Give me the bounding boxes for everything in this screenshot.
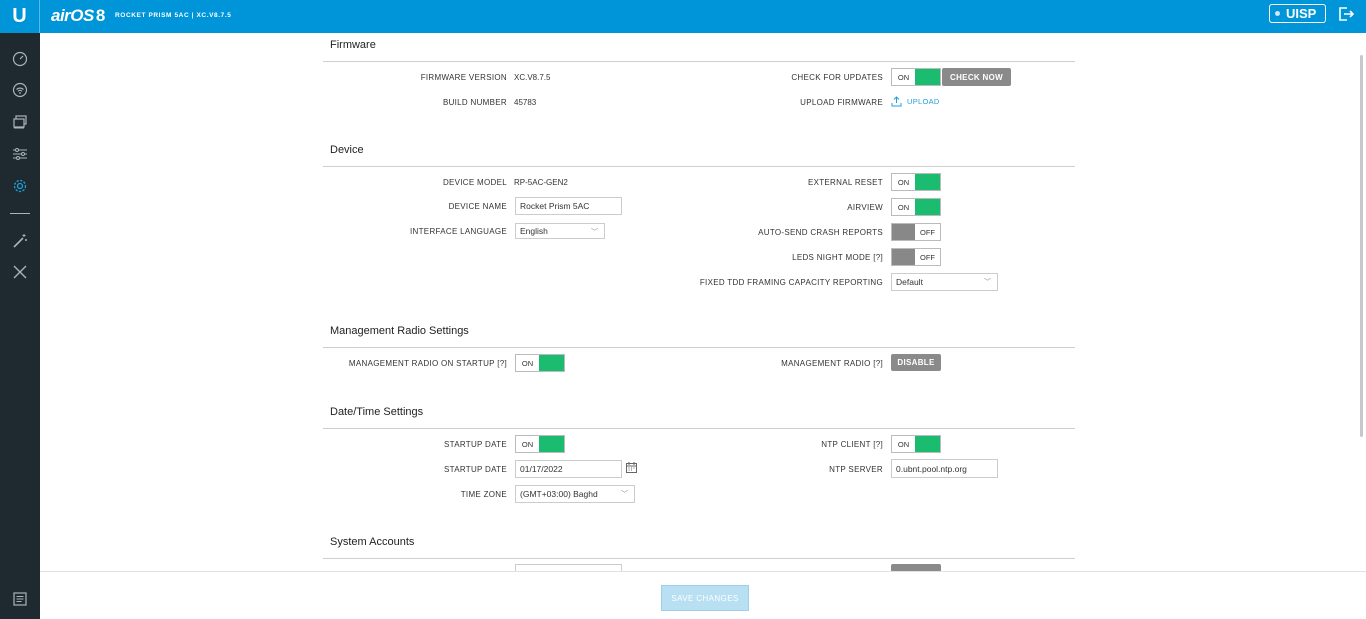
disable-management-radio-button[interactable]: DISABLE (891, 354, 941, 371)
wand-icon[interactable] (10, 231, 30, 251)
ntp-client-label: NTP CLIENT [?] (821, 440, 883, 449)
section-title-device: Device (330, 144, 364, 156)
time-zone-select[interactable]: (GMT+03:00) Baghd ﹀ (515, 485, 635, 503)
section-divider (323, 347, 1075, 348)
section-divider (323, 61, 1075, 62)
save-changes-button[interactable]: SAVE CHANGES (661, 585, 749, 611)
scrollbar[interactable] (1360, 55, 1363, 437)
time-zone-label: TIME ZONE (460, 490, 507, 499)
external-reset-label: EXTERNAL RESET (807, 178, 883, 187)
airos-logo: airOS 8 (51, 6, 105, 26)
section-title-firmware: Firmware (330, 39, 376, 51)
device-name-input[interactable]: Rocket Prism 5AC (515, 197, 622, 215)
interface-language-select[interactable]: English ﹀ (515, 223, 605, 239)
device-model-label: DEVICE MODEL (442, 178, 507, 187)
build-number-label: BUILD NUMBER (442, 98, 507, 107)
leds-night-mode-label: LEDS NIGHT MODE [?] (792, 253, 883, 262)
uisp-label: UISP (1286, 6, 1317, 21)
section-divider (323, 558, 1075, 559)
crash-reports-label: AUTO-SEND CRASH REPORTS (758, 228, 883, 237)
change-password-button[interactable] (891, 564, 941, 571)
toggle-knob (892, 249, 916, 265)
toggle-state: OFF (915, 249, 940, 265)
interface-language-label: INTERFACE LANGUAGE (410, 227, 507, 236)
status-dot-icon (1275, 11, 1280, 16)
toggle-knob (539, 436, 564, 452)
select-value: Default (896, 277, 923, 287)
section-title-datetime: Date/Time Settings (330, 406, 424, 418)
toggle-state: ON (892, 69, 916, 85)
ntp-server-label: NTP SERVER (829, 465, 883, 474)
product-name: airOS (51, 6, 94, 25)
calendar-icon[interactable] (626, 462, 637, 476)
management-radio-startup-label: MANAGEMENT RADIO ON STARTUP [?] (348, 359, 507, 368)
select-value: (GMT+03:00) Baghd (520, 489, 598, 499)
external-reset-toggle[interactable]: ON (891, 173, 941, 191)
startup-date-toggle[interactable]: ON (515, 435, 565, 453)
tdd-framing-select[interactable]: Default ﹀ (891, 273, 998, 291)
settings-content: Firmware FIRMWARE VERSION XC.V8.7.5 BUIL… (40, 33, 1366, 571)
select-value: English (520, 226, 548, 236)
top-bar: U airOS 8 ROCKET PRISM 5AC | XC.V8.7.5 UI… (0, 0, 1366, 33)
toggle-state: ON (516, 355, 540, 371)
section-title-management-radio: Management Radio Settings (330, 325, 469, 337)
toggle-state: ON (892, 174, 916, 190)
ntp-server-input[interactable]: 0.ubnt.pool.ntp.org (891, 459, 998, 478)
sidebar-divider (10, 213, 30, 214)
wrench-icon[interactable] (10, 262, 30, 282)
speedometer-icon[interactable] (10, 49, 30, 69)
startup-date-toggle-label: STARTUP DATE (443, 440, 507, 449)
chevron-down-icon: ﹀ (621, 491, 628, 498)
sidebar (0, 33, 40, 619)
chat-icon[interactable] (10, 589, 30, 609)
toggle-state: ON (892, 436, 916, 452)
startup-date-label: STARTUP DATE (443, 465, 507, 474)
network-icon[interactable] (10, 112, 30, 132)
toggle-knob (892, 224, 916, 240)
firmware-version-value: XC.V8.7.5 (514, 73, 551, 82)
upload-icon[interactable] (891, 96, 902, 109)
toggle-knob (915, 436, 940, 452)
check-updates-label: CHECK FOR UPDATES (791, 73, 883, 82)
build-number-value: 45783 (514, 98, 537, 107)
logout-icon[interactable] (1338, 6, 1356, 24)
toggle-knob (915, 199, 940, 215)
upload-firmware-label: UPLOAD FIRMWARE (800, 98, 883, 107)
startup-date-input[interactable]: 01/17/2022 (515, 460, 622, 478)
toggle-state: ON (516, 436, 540, 452)
section-title-system-accounts: System Accounts (330, 536, 415, 548)
admin-username-input[interactable] (515, 564, 622, 571)
footer-bar: SAVE CHANGES (40, 571, 1366, 619)
wifi-icon[interactable] (10, 80, 30, 100)
check-updates-toggle[interactable]: ON (891, 68, 941, 86)
toggle-state: OFF (915, 224, 940, 240)
toggle-knob (915, 174, 940, 190)
crash-reports-toggle[interactable]: OFF (891, 223, 941, 241)
sliders-icon[interactable] (10, 144, 30, 164)
leds-night-mode-toggle[interactable]: OFF (891, 248, 941, 266)
chevron-down-icon: ﹀ (984, 279, 991, 286)
check-now-button[interactable]: CHECK NOW (942, 68, 1011, 86)
chevron-down-icon: ﹀ (591, 229, 598, 236)
ubiquiti-logo[interactable]: U (0, 0, 40, 33)
device-name-label: DEVICE NAME (448, 202, 507, 211)
device-model-value: RP-5AC-GEN2 (514, 178, 568, 187)
device-title: ROCKET PRISM 5AC | XC.V8.7.5 (115, 12, 232, 19)
upload-link[interactable]: UPLOAD (907, 97, 940, 106)
airview-toggle[interactable]: ON (891, 198, 941, 216)
section-divider (323, 428, 1075, 429)
firmware-version-label: FIRMWARE VERSION (420, 73, 507, 82)
toggle-knob (539, 355, 564, 371)
airview-label: AIRVIEW (847, 203, 883, 212)
management-radio-label: MANAGEMENT RADIO [?] (781, 359, 883, 368)
management-radio-startup-toggle[interactable]: ON (515, 354, 565, 372)
toggle-knob (915, 69, 940, 85)
product-version: 8 (95, 6, 105, 25)
section-divider (323, 166, 1075, 167)
uisp-button[interactable]: UISP (1269, 4, 1326, 23)
tdd-framing-label: FIXED TDD FRAMING CAPACITY REPORTING (699, 278, 883, 287)
toggle-state: ON (892, 199, 916, 215)
ntp-client-toggle[interactable]: ON (891, 435, 941, 453)
gear-icon[interactable] (10, 176, 30, 196)
